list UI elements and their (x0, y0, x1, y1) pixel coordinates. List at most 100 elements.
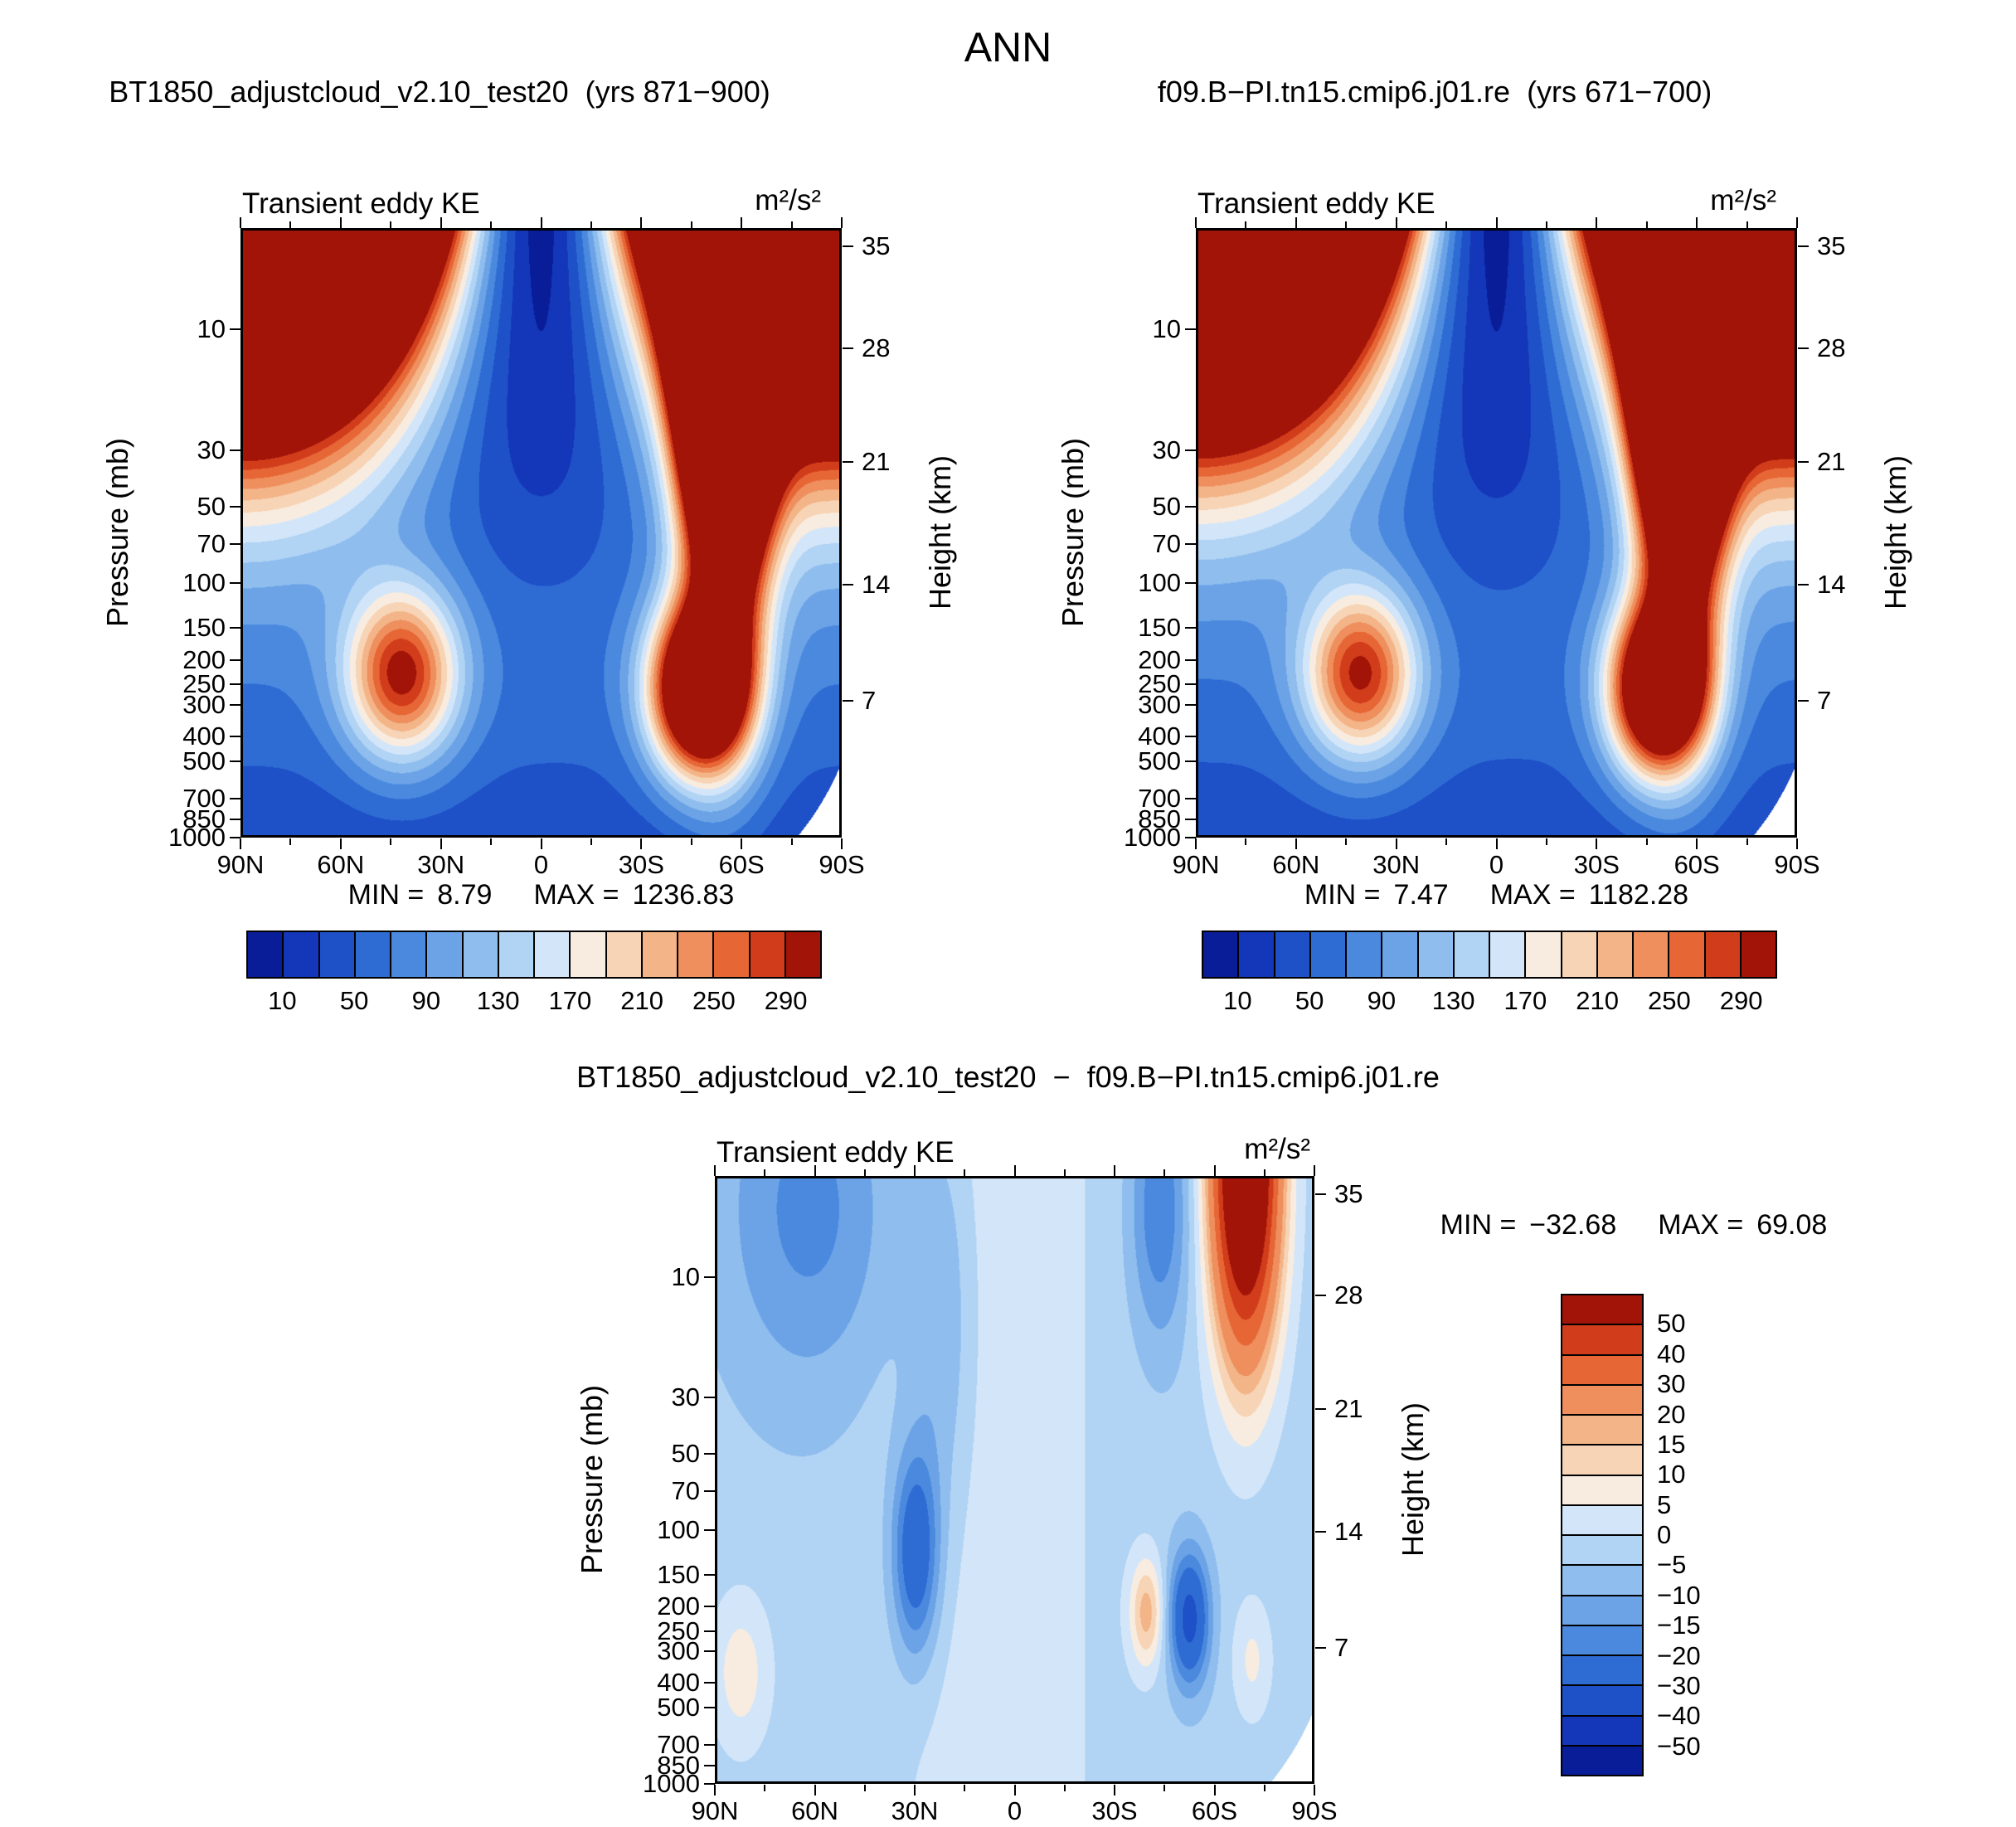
colorbar-cell (1562, 1325, 1642, 1356)
colorbar-cell (1562, 1505, 1642, 1536)
difference-units-label: m²/s² (1244, 1133, 1310, 1165)
latitude-minor-tick (1163, 1785, 1166, 1791)
pressure-tick (704, 1650, 715, 1653)
pressure-tick (1185, 797, 1196, 799)
min-value: 7.47 (1393, 879, 1449, 911)
latitude-minor-tick (1263, 1169, 1265, 1176)
pressure-tick-label: 200 (182, 644, 226, 674)
latitude-tick-label: 90S (1291, 1796, 1338, 1825)
latitude-minor-tick (590, 838, 592, 845)
latitude-tick (1114, 1165, 1115, 1176)
latitude-minor-tick (289, 838, 292, 845)
latitude-tick-label: 60N (317, 850, 365, 879)
height-tick-label: 28 (862, 333, 891, 362)
pressure-tick-label: 300 (1138, 689, 1181, 719)
latitude-tick (240, 217, 241, 228)
pressure-tick (704, 1783, 715, 1785)
latitude-tick (1495, 838, 1498, 849)
latitude-tick-label: 30S (618, 850, 664, 879)
min-value: 8.79 (437, 879, 493, 911)
pressure-tick (230, 819, 240, 821)
latitude-tick-label: 30N (417, 850, 465, 879)
latitude-minor-tick (1645, 838, 1648, 845)
height-tick (843, 461, 853, 464)
colorbar-label: 250 (1648, 986, 1691, 1015)
latitude-tick (1314, 1165, 1315, 1176)
colorbar-label: 290 (764, 986, 808, 1015)
pressure-tick-label: 500 (657, 1692, 700, 1722)
pressure-tick (230, 760, 240, 762)
colorbar-label: 20 (1657, 1399, 1686, 1429)
colorbar-label: 250 (692, 986, 736, 1015)
colorbar-cell (1562, 932, 1598, 977)
colorbar-cell (1418, 932, 1455, 977)
colorbar (1561, 1294, 1644, 1776)
pressure-tick-label: 100 (182, 568, 226, 598)
pressure-tick-label: 500 (182, 746, 226, 775)
colorbar-cell (1562, 1475, 1642, 1506)
height-tick (1315, 1408, 1326, 1411)
colorbar-label: 40 (1657, 1339, 1686, 1368)
latitude-tick (1295, 838, 1297, 849)
pressure-tick-label: 250 (657, 1616, 700, 1645)
latitude-tick (339, 217, 342, 228)
colorbar-cell (1203, 932, 1240, 977)
latitude-tick (640, 838, 643, 849)
pressure-tick (230, 683, 240, 686)
height-tick-label: 14 (1334, 1516, 1363, 1546)
pressure-tick-label: 850 (657, 1751, 700, 1781)
difference-field-title: Transient eddy KE (717, 1136, 955, 1169)
case1-stats: MIN = 8.79 MAX = 1236.83 (240, 879, 842, 911)
case2-field-title: Transient eddy KE (1197, 187, 1435, 220)
min-value: −32.68 (1529, 1209, 1617, 1241)
pressure-tick (704, 1630, 715, 1632)
latitude-minor-tick (490, 838, 493, 845)
pressure-tick-label: 150 (657, 1560, 700, 1590)
height-tick-label: 7 (1817, 686, 1832, 716)
colorbar-label: 15 (1657, 1429, 1686, 1459)
latitude-minor-tick (964, 1785, 966, 1791)
max-value: 69.08 (1756, 1209, 1828, 1241)
pressure-tick (1185, 736, 1196, 738)
pressure-tick (230, 627, 240, 629)
pressure-tick (1185, 819, 1196, 821)
colorbar-label: 0 (1657, 1520, 1672, 1549)
pressure-tick-label: 400 (182, 722, 226, 751)
colorbar-cell (319, 932, 356, 977)
pressure-tick-label: 700 (1138, 783, 1181, 813)
colorbar-label: 290 (1719, 986, 1763, 1015)
latitude-minor-tick (764, 1169, 766, 1176)
latitude-minor-tick (690, 221, 692, 228)
pressure-tick-label: 30 (1152, 435, 1181, 465)
colorbar-label: 210 (620, 986, 663, 1015)
latitude-tick (1596, 838, 1598, 849)
colorbar (246, 931, 822, 979)
colorbar-cell (1562, 1385, 1642, 1416)
latitude-tick (1395, 217, 1397, 228)
case1-pressure-axis-title: Pressure (mb) (100, 437, 134, 628)
height-tick (843, 245, 853, 248)
colorbar-label: −10 (1657, 1580, 1701, 1610)
colorbar-cell (1562, 1746, 1642, 1775)
latitude-minor-tick (1545, 221, 1547, 228)
latitude-minor-tick (1063, 1169, 1066, 1176)
colorbar-cell (1562, 1566, 1642, 1596)
colorbar (1202, 931, 1777, 979)
height-tick-label: 7 (1334, 1632, 1349, 1662)
latitude-tick (914, 1785, 916, 1795)
colorbar-cell (1382, 932, 1419, 977)
latitude-minor-tick (289, 221, 292, 228)
latitude-tick (1213, 1785, 1216, 1795)
latitude-tick (1314, 1785, 1315, 1795)
height-tick (1798, 700, 1809, 702)
latitude-minor-tick (790, 838, 793, 845)
latitude-tick (1295, 217, 1297, 228)
pressure-tick (1185, 582, 1196, 585)
case1-height-axis-title: Height (km) (923, 454, 957, 610)
colorbar-cell (1562, 1355, 1642, 1386)
pressure-tick (1185, 627, 1196, 629)
case1-field-title: Transient eddy KE (242, 187, 480, 220)
pressure-tick (1185, 683, 1196, 686)
colorbar-cell (678, 932, 715, 977)
